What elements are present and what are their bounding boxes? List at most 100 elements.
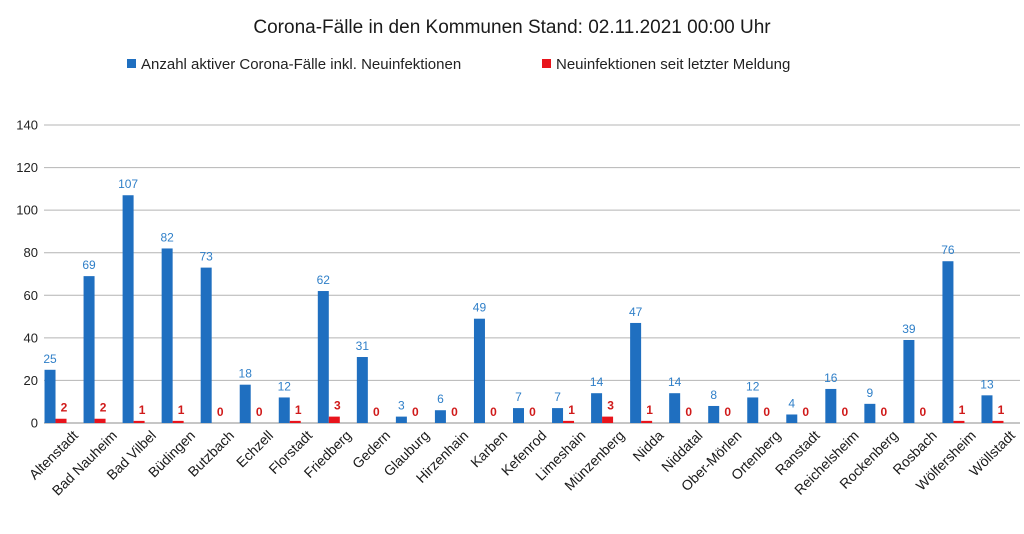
data-label-active: 4: [788, 396, 795, 410]
data-label-active: 8: [710, 388, 717, 402]
chart-title: Corona-Fälle in den Kommunen Stand: 02.1…: [253, 17, 771, 38]
bar-active-cases: [278, 397, 290, 423]
bar-new-infections: [55, 418, 67, 423]
bar-new-infections: [953, 420, 965, 423]
data-label-active: 6: [437, 392, 444, 406]
bar-active-cases: [161, 248, 173, 423]
bar-active-cases: [747, 397, 759, 423]
data-label-active: 3: [398, 399, 405, 413]
bar-new-infections: [94, 418, 106, 423]
data-label-active: 76: [941, 243, 955, 257]
legend: Anzahl aktiver Corona-Fälle inkl. Neuinf…: [127, 56, 790, 73]
bar-active-cases: [513, 408, 524, 423]
data-label-new: 0: [685, 405, 692, 419]
data-label-active: 18: [239, 367, 253, 381]
bar-active-cases: [44, 369, 56, 423]
data-label-new: 0: [920, 405, 927, 419]
y-tick-label: 40: [24, 330, 38, 345]
y-tick-label: 100: [16, 203, 38, 218]
data-label-new: 1: [139, 403, 146, 417]
data-label-new: 0: [373, 405, 380, 419]
x-tick-label: Nidda: [629, 427, 666, 464]
data-label-active: 25: [43, 352, 57, 366]
data-label-new: 2: [61, 401, 68, 415]
legend-swatch-new: [542, 59, 551, 68]
data-label-new: 3: [334, 399, 341, 413]
bar-active-cases: [473, 318, 485, 423]
data-label-active: 107: [118, 177, 138, 191]
data-label-new: 0: [724, 405, 731, 419]
data-label-new: 0: [763, 405, 770, 419]
data-label-new: 0: [412, 405, 419, 419]
data-label-active: 9: [867, 386, 874, 400]
data-label-new: 2: [100, 401, 107, 415]
y-tick-label: 80: [24, 245, 38, 260]
data-label-new: 0: [490, 405, 497, 419]
data-label-new: 0: [881, 405, 888, 419]
bar-new-infections: [641, 420, 653, 423]
bars: [44, 195, 1004, 423]
bar-active-cases: [200, 267, 212, 423]
data-label-new: 1: [568, 403, 575, 417]
legend-label-new: Neuinfektionen seit letzter Meldung: [556, 56, 790, 73]
y-tick-label: 0: [31, 416, 38, 431]
bar-active-cases: [903, 339, 915, 423]
data-label-active: 12: [278, 379, 292, 393]
bar-active-cases: [591, 393, 603, 423]
data-label-active: 47: [629, 305, 643, 319]
data-label-active: 7: [515, 390, 522, 404]
y-tick-label: 120: [16, 160, 38, 175]
data-label-new: 0: [256, 405, 263, 419]
data-label-active: 39: [902, 322, 916, 336]
data-label-active: 7: [554, 390, 561, 404]
bar-active-cases: [356, 357, 368, 423]
bar-active-cases: [434, 410, 446, 423]
data-label-new: 0: [802, 405, 809, 419]
bar-active-cases: [239, 384, 251, 423]
bar-active-cases: [122, 195, 134, 423]
gridlines: [44, 124, 1020, 424]
data-label-active: 14: [590, 375, 604, 389]
bar-active-cases: [825, 388, 837, 423]
bar-new-infections: [289, 420, 301, 423]
bar-active-cases: [786, 414, 798, 423]
bar-active-cases: [395, 416, 407, 423]
data-label-active: 31: [356, 339, 370, 353]
bar-new-infections: [563, 420, 575, 423]
bar-new-infections: [328, 416, 340, 423]
legend-swatch-active: [127, 59, 136, 68]
y-tick-label: 20: [24, 373, 38, 388]
bar-active-cases: [669, 393, 681, 423]
y-tick-label: 60: [24, 288, 38, 303]
bar-active-cases: [942, 261, 954, 423]
data-label-new: 0: [217, 405, 224, 419]
bar-active-cases: [630, 322, 642, 423]
data-label-new: 1: [959, 403, 966, 417]
y-axis: 0 20 40 60 80 100 120 140: [16, 118, 38, 431]
bar-active-cases: [317, 291, 329, 423]
bar-active-cases: [981, 395, 993, 423]
legend-label-active: Anzahl aktiver Corona-Fälle inkl. Neuinf…: [141, 56, 461, 73]
bar-new-infections: [602, 416, 614, 423]
bar-active-cases: [83, 276, 95, 423]
bar-new-infections: [992, 420, 1004, 423]
data-label-new: 1: [295, 403, 302, 417]
bar-active-cases: [864, 403, 876, 423]
y-tick-label: 140: [16, 118, 38, 133]
data-label-active: 14: [668, 375, 682, 389]
data-label-active: 69: [82, 258, 96, 272]
data-label-new: 0: [841, 405, 848, 419]
data-label-active: 12: [746, 379, 760, 393]
data-label-new: 3: [607, 399, 614, 413]
data-label-active: 62: [317, 273, 331, 287]
data-label-new: 1: [998, 403, 1005, 417]
data-label-active: 82: [160, 230, 174, 244]
data-label-new: 1: [646, 403, 653, 417]
data-label-active: 73: [200, 250, 214, 264]
data-label-new: 1: [178, 403, 185, 417]
data-label-active: 49: [473, 301, 487, 315]
bar-active-cases: [708, 405, 720, 423]
